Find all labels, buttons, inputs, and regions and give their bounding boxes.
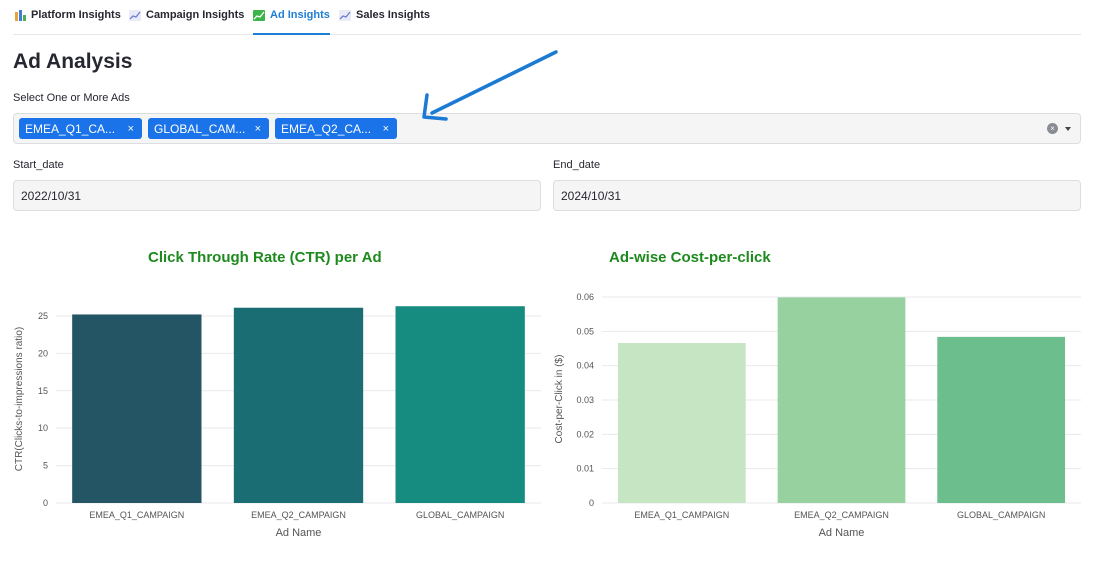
bar-chart-icon [15, 10, 26, 21]
cpc-x-tick-label: EMEA_Q1_CAMPAIGN [634, 510, 729, 520]
ctr-x-axis-label: Ad Name [276, 527, 322, 539]
tab-ad-insights[interactable]: Ad Insights [253, 9, 330, 35]
chip-label: EMEA_Q2_CA... [281, 121, 372, 136]
ad-chip: EMEA_Q1_CA... × [19, 118, 142, 139]
cpc-y-tick-label: 0.01 [576, 464, 594, 474]
end-date-input[interactable]: 2024/10/31 [553, 180, 1081, 211]
tab-platform-insights[interactable]: Platform Insights [15, 9, 121, 33]
ctr-x-tick-label: EMEA_Q2_CAMPAIGN [251, 510, 346, 520]
trend-up-icon [253, 10, 265, 21]
tab-label: Campaign Insights [146, 9, 245, 21]
cpc-bar [617, 343, 746, 503]
ad-chip: EMEA_Q2_CA... × [275, 118, 397, 139]
clear-all-icon[interactable]: × [1047, 123, 1058, 134]
ctr-y-tick-label: 15 [38, 386, 48, 396]
tab-label: Platform Insights [31, 9, 121, 21]
chip-remove-icon[interactable]: × [382, 122, 389, 135]
cpc-x-tick-label: GLOBAL_CAMPAIGN [957, 510, 1045, 520]
tab-bar: Platform Insights Campaign Insights Ad I… [13, 0, 1081, 35]
ctr-y-tick-label: 0 [43, 498, 48, 508]
line-chart-icon [339, 10, 351, 21]
ctr-chart-title: Click Through Rate (CTR) per Ad [148, 249, 382, 266]
cpc-y-tick-label: 0.02 [576, 429, 594, 439]
ctr-bar [395, 306, 525, 503]
chip-remove-icon[interactable]: × [127, 122, 134, 135]
cpc-y-tick-label: 0.04 [576, 361, 594, 371]
ctr-x-tick-label: EMEA_Q1_CAMPAIGN [89, 510, 184, 520]
tab-label: Ad Insights [270, 9, 330, 21]
start-date-input[interactable]: 2022/10/31 [13, 180, 541, 211]
ad-select-label: Select One or More Ads [13, 92, 130, 104]
cpc-x-tick-label: EMEA_Q2_CAMPAIGN [794, 510, 889, 520]
ctr-bar [233, 307, 364, 503]
chip-remove-icon[interactable]: × [254, 122, 261, 135]
ctr-x-tick-label: GLOBAL_CAMPAIGN [416, 510, 504, 520]
ctr-y-tick-label: 10 [38, 423, 48, 433]
chip-label: EMEA_Q1_CA... [25, 121, 116, 136]
ad-multiselect[interactable]: EMEA_Q1_CA... × GLOBAL_CAM... × EMEA_Q2_… [13, 113, 1081, 144]
ad-chip: GLOBAL_CAM... × [148, 118, 269, 139]
page-title: Ad Analysis [13, 50, 133, 73]
tab-sales-insights[interactable]: Sales Insights [339, 9, 430, 33]
ctr-y-tick-label: 25 [38, 311, 48, 321]
cpc-y-tick-label: 0.06 [576, 292, 594, 302]
tab-campaign-insights[interactable]: Campaign Insights [129, 9, 244, 33]
ctr-y-tick-label: 20 [38, 348, 48, 358]
ctr-y-axis-label: CTR(Clicks-to-impressions ratio) [14, 327, 25, 471]
cpc-y-tick-label: 0.03 [576, 395, 594, 405]
start-date-label: Start_date [13, 159, 64, 171]
line-chart-icon [129, 10, 141, 21]
cpc-y-tick-label: 0.05 [576, 326, 594, 336]
cpc-y-axis-label: Cost-per-Click in ($) [554, 355, 565, 444]
cpc-y-tick-label: 0 [589, 498, 594, 508]
cpc-x-axis-label: Ad Name [819, 527, 865, 539]
end-date-label: End_date [553, 159, 601, 171]
ctr-bar [72, 314, 202, 503]
cpc-chart-title: Ad-wise Cost-per-click [609, 249, 771, 266]
chevron-down-icon[interactable] [1065, 127, 1071, 131]
cpc-bar [937, 336, 1066, 503]
ctr-y-tick-label: 5 [43, 461, 48, 471]
chip-label: GLOBAL_CAM... [154, 121, 246, 136]
cpc-bar [777, 297, 906, 503]
tab-label: Sales Insights [356, 9, 430, 21]
